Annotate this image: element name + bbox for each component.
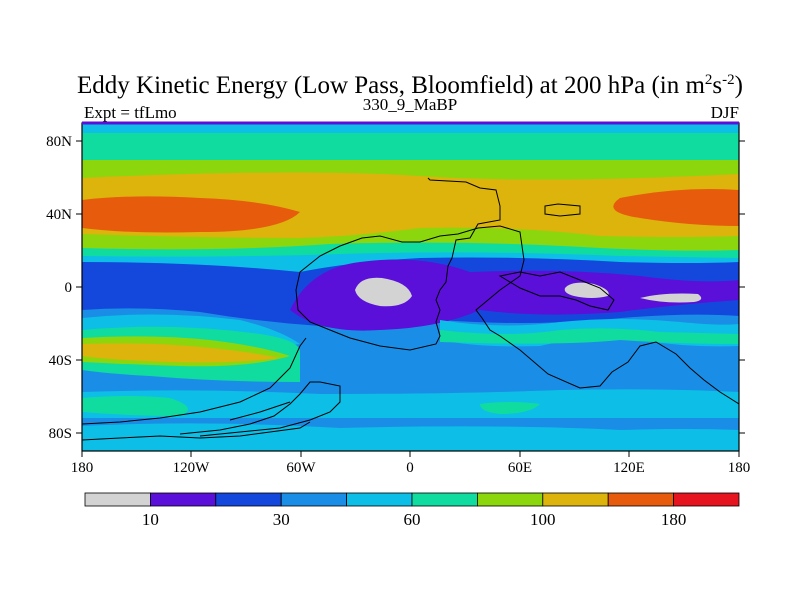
lon-tick-label: 180	[71, 460, 94, 476]
season-label: DJF	[711, 103, 739, 122]
lon-tick-label: 180	[728, 460, 751, 476]
colorbar-label: 10	[142, 510, 159, 529]
plot-title: Eddy Kinetic Energy (Low Pass, Bloomfiel…	[77, 72, 743, 99]
contour-field	[82, 123, 739, 451]
colorbar-label: 60	[404, 510, 421, 529]
lat-axis: 80N 40N 0 40S 80S	[46, 134, 745, 442]
lon-tick-label: 60E	[508, 460, 532, 476]
colorbar-swatch	[84, 492, 151, 507]
lon-tick-label: 120E	[613, 460, 645, 476]
colorbar-swatch	[215, 492, 282, 507]
colorbar-swatch	[542, 492, 609, 507]
colorbar-swatch	[411, 492, 478, 507]
colorbar-swatch	[346, 492, 413, 507]
lon-tick-label: 120W	[173, 460, 211, 476]
colorbar-label: 180	[661, 510, 687, 529]
lon-tick-label: 0	[406, 460, 414, 476]
lat-tick-label: 40N	[46, 207, 72, 223]
colorbar-swatch	[607, 492, 675, 507]
colorbar-label: 100	[530, 510, 556, 529]
lon-axis: 180 120W 60W 0 60E 120E 180	[71, 451, 751, 476]
colorbar-swatch	[673, 492, 740, 507]
continent-outlines	[82, 177, 739, 441]
colorbar-swatch	[149, 492, 217, 507]
lat-tick-label: 80S	[49, 426, 72, 442]
lat-tick-label: 80N	[46, 134, 72, 150]
colorbar: 10 30 60 100 180	[84, 492, 740, 529]
case-label: 330_9_MaBP	[363, 95, 457, 114]
colorbar-swatch	[476, 492, 544, 507]
experiment-label: Expt = tfLmo	[84, 103, 177, 122]
lon-tick-label: 60W	[286, 460, 316, 476]
lat-tick-label: 40S	[49, 353, 72, 369]
colorbar-swatch	[280, 492, 348, 507]
colorbar-label: 30	[273, 510, 290, 529]
lat-tick-label: 0	[65, 280, 73, 296]
